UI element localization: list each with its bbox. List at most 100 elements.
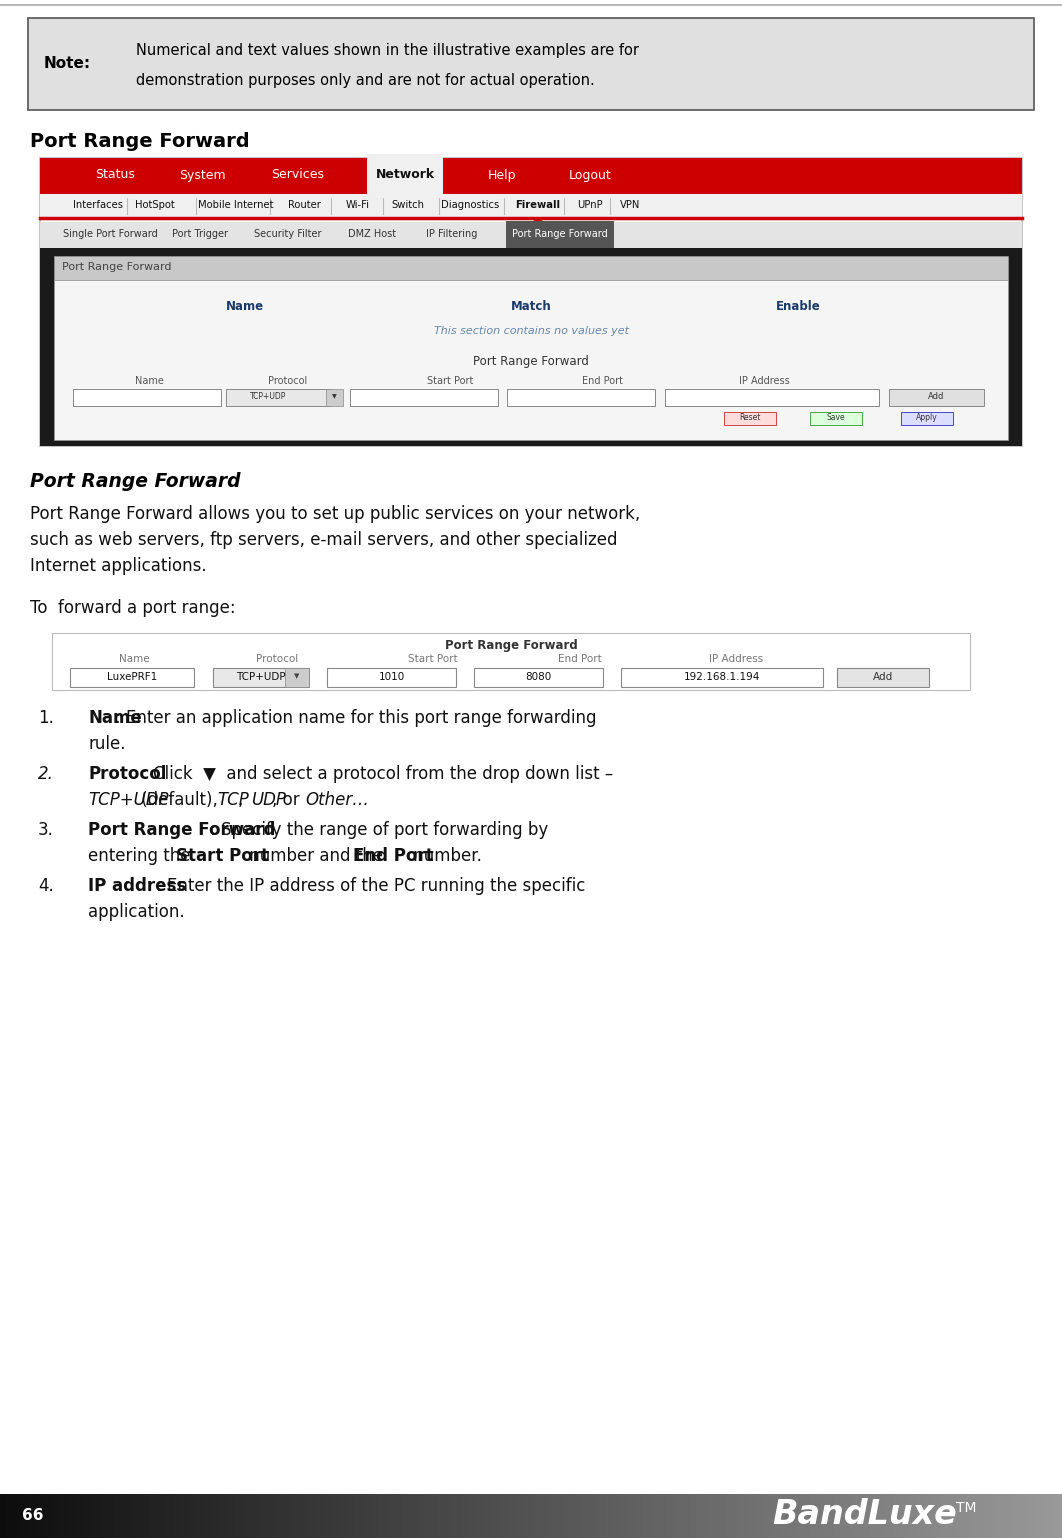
Bar [849, 1493, 852, 1538]
Bar [369, 1493, 372, 1538]
Bar [352, 1493, 354, 1538]
Text: LuxePRF1: LuxePRF1 [107, 672, 157, 681]
Bar [102, 1493, 105, 1538]
Bar [798, 1493, 801, 1538]
Text: Internet applications.: Internet applications. [30, 557, 207, 575]
Bar [228, 1493, 232, 1538]
Text: , or: , or [272, 791, 305, 809]
Bar [210, 1493, 213, 1538]
Bar [894, 1493, 897, 1538]
Bar [66, 1493, 69, 1538]
Bar [429, 1493, 432, 1538]
Bar [243, 1493, 246, 1538]
Bar [708, 1493, 710, 1538]
Bar [114, 1493, 117, 1538]
Bar [573, 1493, 576, 1538]
Bar [36, 1493, 39, 1538]
Bar [426, 1493, 429, 1538]
Bar [873, 1493, 876, 1538]
Text: Mobile Internet: Mobile Internet [199, 200, 274, 211]
Bar [179, 1493, 183, 1538]
Text: : Enter an application name for this port range forwarding: : Enter an application name for this por… [115, 709, 597, 727]
Bar [432, 1493, 435, 1538]
Bar [950, 1493, 954, 1538]
Text: Port Range Forward: Port Range Forward [30, 132, 250, 151]
Bar [303, 1493, 306, 1538]
Bar [339, 1493, 342, 1538]
Bar [747, 1493, 750, 1538]
Bar [417, 1493, 419, 1538]
Bar [285, 667, 309, 687]
Bar [883, 1493, 885, 1538]
Bar [486, 1493, 489, 1538]
Bar [477, 1493, 480, 1538]
Bar [258, 1493, 261, 1538]
Bar [153, 1493, 156, 1538]
Bar [506, 221, 614, 248]
Bar [945, 1493, 948, 1538]
Bar [549, 1493, 552, 1538]
Bar [807, 1493, 810, 1538]
Bar [552, 1493, 555, 1538]
Text: Apply: Apply [917, 412, 938, 421]
Bar [699, 1493, 702, 1538]
Bar [419, 1493, 423, 1538]
Bar [472, 1493, 474, 1538]
Bar [87, 1493, 90, 1538]
Bar [666, 1493, 669, 1538]
Bar [714, 1493, 717, 1538]
Bar [495, 1493, 498, 1538]
Bar [1059, 1493, 1062, 1538]
Bar [786, 1493, 789, 1538]
Text: TCP+UDP: TCP+UDP [236, 672, 286, 681]
Text: Name: Name [226, 300, 263, 312]
Bar [687, 1493, 690, 1538]
Bar [864, 1493, 867, 1538]
Text: Port Range Forward: Port Range Forward [512, 229, 607, 238]
Bar [744, 1493, 747, 1538]
Bar [405, 1493, 408, 1538]
Bar [507, 1493, 510, 1538]
Bar [444, 1493, 447, 1538]
Bar [885, 1493, 888, 1538]
Bar [30, 1493, 33, 1538]
Bar [879, 1493, 883, 1538]
Text: Port Range Forward: Port Range Forward [62, 261, 171, 272]
Bar [123, 1493, 126, 1538]
Bar [255, 1493, 258, 1538]
Bar [510, 1493, 513, 1538]
Bar [318, 1493, 321, 1538]
Bar [240, 1493, 243, 1538]
Bar [1003, 1493, 1005, 1538]
Bar [468, 1493, 472, 1538]
Bar [63, 1493, 66, 1538]
Bar [603, 1493, 606, 1538]
Text: Protocol: Protocol [268, 375, 307, 386]
Bar [360, 1493, 363, 1538]
Bar [1047, 1493, 1050, 1538]
Text: End Port: End Port [558, 654, 602, 664]
Bar [57, 1493, 59, 1538]
Bar [447, 1493, 450, 1538]
Bar [564, 1493, 567, 1538]
Bar [957, 1493, 960, 1538]
Text: TM: TM [956, 1501, 976, 1515]
Text: TCP+UDP: TCP+UDP [88, 791, 169, 809]
Bar [207, 1493, 210, 1538]
Bar [710, 1493, 714, 1538]
Bar [39, 1493, 42, 1538]
Text: Port Range Forward allows you to set up public services on your network,: Port Range Forward allows you to set up … [30, 504, 640, 523]
Bar [192, 1493, 195, 1538]
Bar [900, 1493, 903, 1538]
Bar [837, 667, 928, 687]
Text: 66: 66 [22, 1507, 44, 1523]
Bar [1041, 1493, 1044, 1538]
Bar [810, 1493, 813, 1538]
Bar [810, 412, 862, 424]
Bar [546, 1493, 549, 1538]
Bar [732, 1493, 735, 1538]
Bar [999, 1493, 1003, 1538]
Bar [24, 1493, 27, 1538]
Bar [759, 1493, 763, 1538]
Bar [579, 1493, 582, 1538]
